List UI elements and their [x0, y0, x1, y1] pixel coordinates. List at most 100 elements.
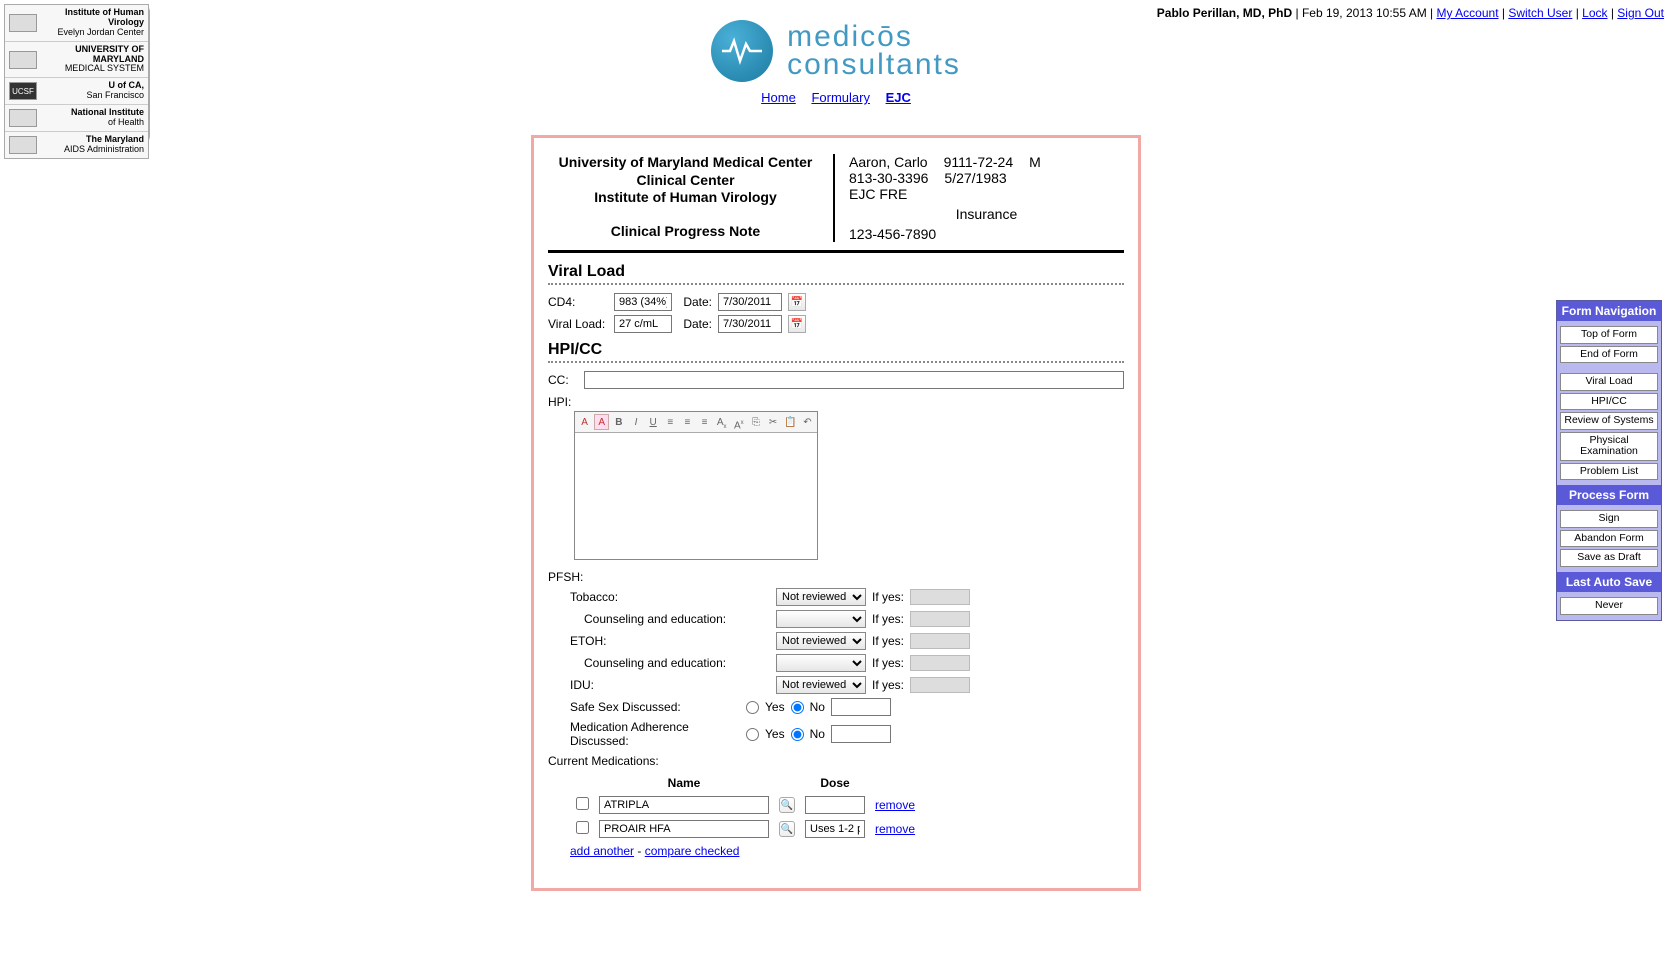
vl-date-input[interactable]: [718, 315, 782, 333]
search-icon[interactable]: 🔍: [779, 797, 795, 813]
cc-input[interactable]: [584, 371, 1124, 389]
rte-align-left-icon[interactable]: ≡: [663, 414, 678, 430]
tobacco-select[interactable]: Not reviewed: [776, 588, 866, 606]
ihv-logo: [9, 14, 37, 32]
sign-out-link[interactable]: Sign Out: [1617, 6, 1664, 20]
tobacco-counsel-select[interactable]: [776, 610, 866, 628]
med-name-input[interactable]: [599, 820, 769, 838]
calendar-icon[interactable]: 📅: [788, 315, 806, 333]
cd4-input[interactable]: [614, 293, 672, 311]
form-title: Clinical Progress Note: [548, 223, 823, 241]
org-line2: Clinical Center: [548, 172, 823, 190]
patient-ssn: 813-30-3396: [849, 170, 928, 186]
nav-sign[interactable]: Sign: [1560, 510, 1658, 528]
idu-ifyes-box[interactable]: [910, 677, 970, 693]
cc-label: CC:: [548, 373, 578, 387]
medications-table: Name Dose 🔍 remove 🔍 remove: [570, 772, 921, 842]
nav-ejc[interactable]: EJC: [886, 90, 911, 105]
rte-toolbar: A A B I U ≡ ≡ ≡ Ax Ax ⎘ ✂ 📋 ↶: [575, 412, 817, 433]
rte-color-a-icon[interactable]: A: [577, 414, 592, 430]
med-remove-link[interactable]: remove: [875, 798, 915, 812]
ifyes-label: If yes:: [872, 590, 904, 604]
rte-highlight-icon[interactable]: A: [594, 414, 609, 430]
rte-subscript-icon[interactable]: Ax: [714, 414, 729, 430]
medadh-label: Medication Adherence Discussed:: [570, 720, 740, 748]
nav-autosave-never[interactable]: Never: [1560, 597, 1658, 615]
rte-italic-icon[interactable]: I: [628, 414, 643, 430]
extlink-nih[interactable]: National Instituteof Health: [5, 105, 148, 132]
vl-date-label: Date:: [678, 317, 712, 331]
brand-line2: consultants: [787, 51, 961, 80]
med-row: 🔍 remove: [572, 818, 919, 840]
nav-review-of-systems[interactable]: Review of Systems: [1560, 412, 1658, 430]
add-another-link[interactable]: add another: [570, 844, 634, 858]
medadh-no-radio[interactable]: [791, 728, 804, 741]
brand-area: medicōs consultants: [0, 20, 1672, 82]
nav-save-draft[interactable]: Save as Draft: [1560, 549, 1658, 567]
nav-heading-autosave: Last Auto Save: [1557, 572, 1661, 592]
nav-end-of-form[interactable]: End of Form: [1560, 346, 1658, 364]
rte-cut-icon[interactable]: ✂: [766, 414, 781, 430]
idu-select[interactable]: Not reviewed: [776, 676, 866, 694]
med-dose-input[interactable]: [805, 820, 865, 838]
etoh-ifyes-box[interactable]: [910, 633, 970, 649]
rte-underline-icon[interactable]: U: [646, 414, 661, 430]
switch-user-link[interactable]: Switch User: [1508, 6, 1572, 20]
user-name: Pablo Perillan, MD, PhD: [1157, 6, 1292, 20]
med-name-input[interactable]: [599, 796, 769, 814]
nav-viral-load[interactable]: Viral Load: [1560, 373, 1658, 391]
tobacco-counsel-ifyes-box[interactable]: [910, 611, 970, 627]
patient-insurance: Insurance: [849, 206, 1124, 222]
tobacco-label: Tobacco:: [570, 590, 770, 604]
rte-bold-icon[interactable]: B: [611, 414, 626, 430]
extlink-ucsf[interactable]: UCSFU of CA,San Francisco: [5, 78, 148, 105]
search-icon[interactable]: 🔍: [779, 821, 795, 837]
safesex-label: Safe Sex Discussed:: [570, 700, 740, 714]
safesex-note-input[interactable]: [831, 698, 891, 716]
safesex-yes-radio[interactable]: [746, 701, 759, 714]
user-bar: Pablo Perillan, MD, PhD | Feb 19, 2013 1…: [1157, 6, 1664, 20]
extlink-mdaids[interactable]: The MarylandAIDS Administration: [5, 132, 148, 158]
med-row-checkbox[interactable]: [576, 821, 589, 834]
ucsf-logo: UCSF: [9, 82, 37, 100]
safesex-no-radio[interactable]: [791, 701, 804, 714]
med-remove-link[interactable]: remove: [875, 822, 915, 836]
nav-abandon[interactable]: Abandon Form: [1560, 530, 1658, 548]
extlink-umms[interactable]: UNIVERSITY OF MARYLANDMEDICAL SYSTEM: [5, 42, 148, 79]
hpi-textarea[interactable]: [575, 433, 817, 559]
rte-superscript-icon[interactable]: Ax: [731, 414, 746, 430]
nih-logo: [9, 109, 37, 127]
my-account-link[interactable]: My Account: [1437, 6, 1499, 20]
vl-input[interactable]: [614, 315, 672, 333]
extlink-ihv[interactable]: Institute of Human VirologyEvelyn Jordan…: [5, 5, 148, 42]
etoh-counsel-ifyes-box[interactable]: [910, 655, 970, 671]
rte-align-right-icon[interactable]: ≡: [697, 414, 712, 430]
nav-physical-exam[interactable]: Physical Examination: [1560, 432, 1658, 461]
tobacco-ifyes-box[interactable]: [910, 589, 970, 605]
nav-formulary[interactable]: Formulary: [811, 90, 870, 105]
etoh-counsel-select[interactable]: [776, 654, 866, 672]
calendar-icon[interactable]: 📅: [788, 293, 806, 311]
rte-copy-icon[interactable]: ⎘: [748, 414, 763, 430]
medadh-note-input[interactable]: [831, 725, 891, 743]
etoh-label: ETOH:: [570, 634, 770, 648]
cd4-date-input[interactable]: [718, 293, 782, 311]
rte-align-center-icon[interactable]: ≡: [680, 414, 695, 430]
medadh-yes-radio[interactable]: [746, 728, 759, 741]
med-row-checkbox[interactable]: [576, 797, 589, 810]
cd4-label: CD4:: [548, 295, 608, 309]
rte-undo-icon[interactable]: ↶: [800, 414, 815, 430]
etoh-select[interactable]: Not reviewed: [776, 632, 866, 650]
nav-home[interactable]: Home: [761, 90, 796, 105]
nav-top-of-form[interactable]: Top of Form: [1560, 326, 1658, 344]
cd4-date-label: Date:: [678, 295, 712, 309]
patient-dob: 5/27/1983: [944, 170, 1006, 186]
med-dose-input[interactable]: [805, 796, 865, 814]
nav-problem-list[interactable]: Problem List: [1560, 463, 1658, 481]
patient-phone: 123-456-7890: [849, 226, 1124, 242]
compare-checked-link[interactable]: compare checked: [645, 844, 740, 858]
nav-hpi-cc[interactable]: HPI/CC: [1560, 393, 1658, 411]
nav-heading-form-navigation: Form Navigation: [1557, 301, 1661, 321]
lock-link[interactable]: Lock: [1582, 6, 1607, 20]
rte-paste-icon[interactable]: 📋: [783, 414, 798, 430]
